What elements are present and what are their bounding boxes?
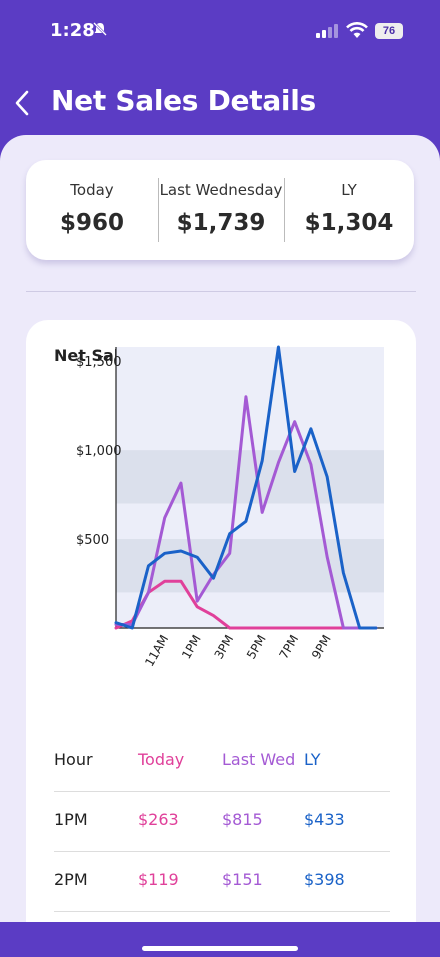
summary-card: Today $960 Last Wednesday $1,739 LY $1,3…: [26, 160, 414, 260]
x-tick-label: 5PM: [244, 633, 269, 662]
summary-ly: LY $1,304: [284, 160, 414, 260]
cell-today: $263: [138, 810, 179, 829]
home-indicator[interactable]: [142, 946, 298, 951]
cell-last-wed: $151: [222, 870, 263, 889]
x-tick-label: 9PM: [309, 633, 334, 662]
cell-hour: 2PM: [54, 870, 88, 889]
table-row: 2PM $119 $151 $398: [54, 850, 390, 910]
y-tick-label: $1,500: [76, 355, 122, 370]
grid-band: [116, 539, 384, 593]
summary-value: $960: [59, 210, 124, 236]
content-sheet: Today $960 Last Wednesday $1,739 LY $1,3…: [0, 135, 440, 935]
col-header-last-wed: Last Wed: [222, 750, 296, 769]
cell-last-wed: $815: [222, 810, 263, 829]
divider: [158, 178, 159, 242]
col-header-today: Today: [138, 750, 185, 769]
summary-today: Today $960: [26, 160, 158, 260]
col-header-ly: LY: [304, 750, 321, 769]
x-tick-label: 11AM: [142, 633, 171, 669]
row-divider: [54, 791, 390, 792]
row-divider: [54, 851, 390, 852]
x-tick-label: 7PM: [277, 633, 302, 662]
col-header-hour: Hour: [54, 750, 93, 769]
row-divider: [54, 911, 390, 912]
net-sales-chart: $500 $1,000 $1,500 11AM 1PM 3PM 5PM 7PM 9PM: [76, 345, 384, 669]
summary-label: Today: [70, 181, 114, 199]
y-tick-label: $500: [76, 533, 109, 548]
status-time: 1:28: [50, 20, 95, 41]
cell-ly: $398: [304, 870, 345, 889]
back-chevron-icon[interactable]: [12, 86, 42, 122]
summary-label: Last Wednesday: [159, 181, 283, 199]
app-header: Net Sales Details: [0, 62, 440, 142]
cell-ly: $433: [304, 810, 345, 829]
summary-label: LY: [341, 181, 357, 199]
page-title: Net Sales Details: [51, 84, 316, 117]
summary-value: $1,739: [176, 210, 266, 236]
bell-muted-icon: [92, 21, 108, 41]
wifi-icon: [346, 22, 368, 44]
series-line-today: [114, 579, 378, 630]
bottom-bar: [0, 922, 440, 957]
series-line-last-wed: [114, 395, 378, 630]
grid-band: [116, 450, 384, 504]
cell-today: $119: [138, 870, 179, 889]
chart-card: Net Sales by Hour $500$1,000$1,50011AM1P…: [26, 320, 416, 935]
cellular-signal-icon: [316, 24, 338, 43]
table-header-row: Hour Today Last Wed LY: [54, 730, 390, 790]
summary-last-wednesday: Last Wednesday $1,739: [158, 160, 284, 260]
cell-hour: 1PM: [54, 810, 88, 829]
series-line-ly: [114, 345, 378, 630]
table-row: 1PM $263 $815 $433: [54, 790, 390, 850]
summary-value: $1,304: [304, 210, 394, 236]
section-divider: [26, 291, 416, 292]
divider: [284, 178, 285, 242]
y-tick-label: $1,000: [76, 444, 122, 459]
x-tick-label: 1PM: [179, 633, 204, 662]
status-bar: 1:28 76: [0, 0, 440, 62]
x-tick-label: 3PM: [212, 633, 237, 662]
battery-indicator: 76: [375, 23, 403, 39]
